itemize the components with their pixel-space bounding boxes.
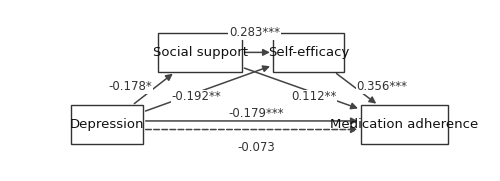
Text: Social support: Social support xyxy=(152,46,248,59)
FancyBboxPatch shape xyxy=(272,33,344,72)
FancyBboxPatch shape xyxy=(158,33,242,72)
Text: -0.178*: -0.178* xyxy=(108,80,152,93)
Text: Medication adherence: Medication adherence xyxy=(330,118,478,131)
Text: -0.073: -0.073 xyxy=(237,141,275,154)
FancyBboxPatch shape xyxy=(360,105,448,144)
Text: 0.356***: 0.356*** xyxy=(356,80,408,93)
Text: Self-efficacy: Self-efficacy xyxy=(268,46,349,59)
Text: -0.192**: -0.192** xyxy=(172,90,221,104)
Text: -0.179***: -0.179*** xyxy=(228,106,283,119)
Text: 0.112**: 0.112** xyxy=(291,90,337,104)
Text: 0.283***: 0.283*** xyxy=(229,26,280,39)
FancyBboxPatch shape xyxy=(71,105,143,144)
Text: Depression: Depression xyxy=(70,118,144,131)
